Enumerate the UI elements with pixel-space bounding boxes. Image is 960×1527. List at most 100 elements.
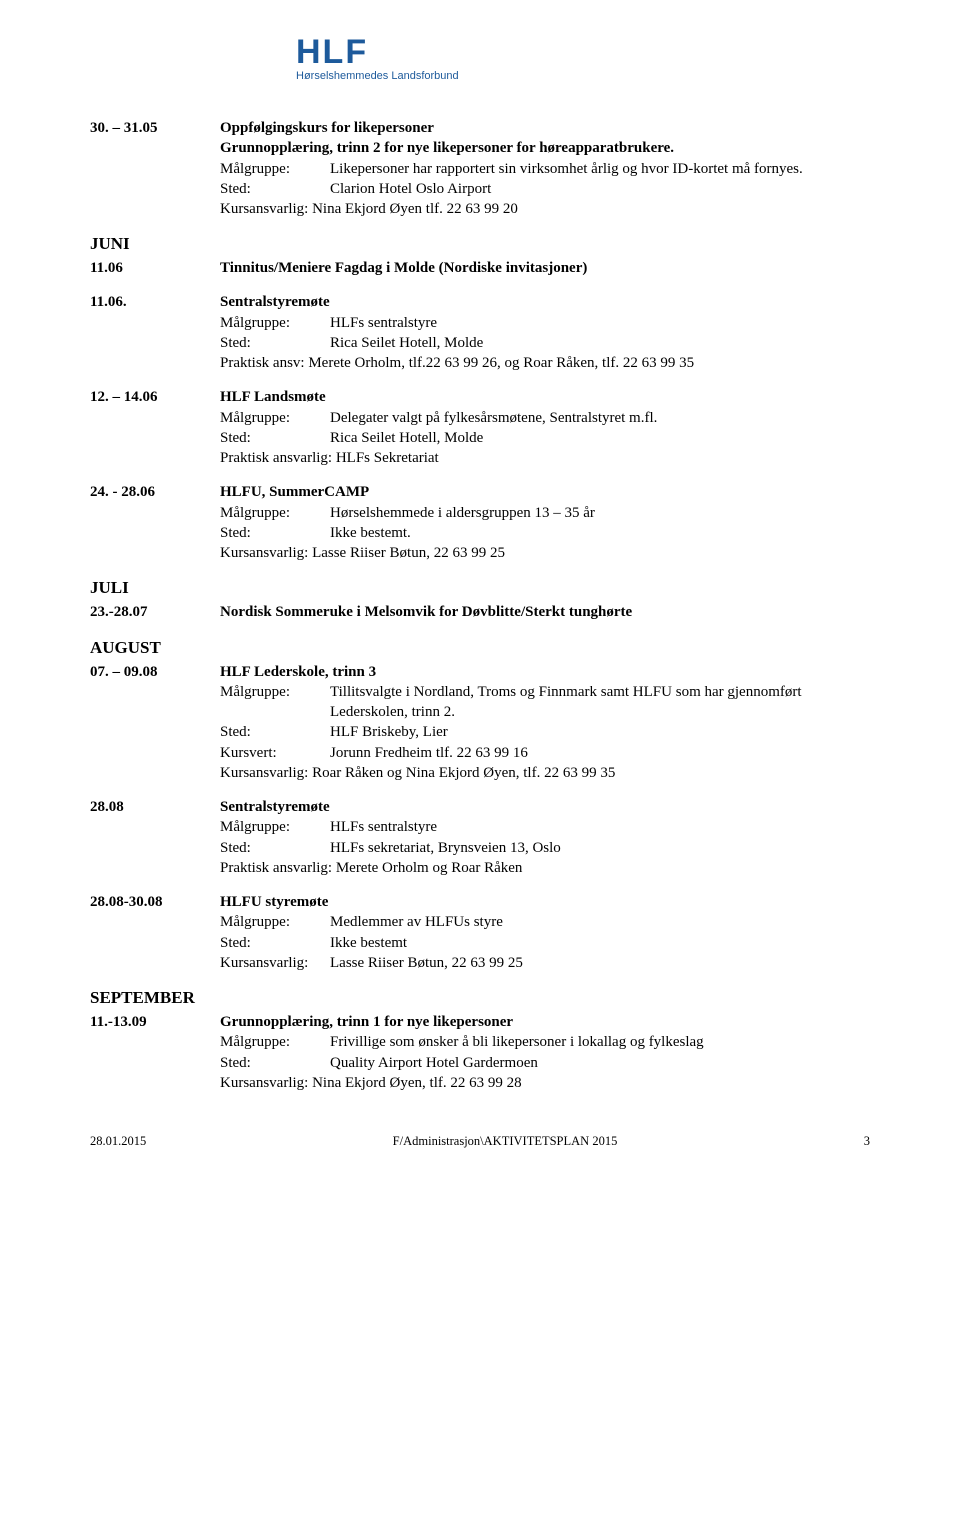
calendar-entry: 24. - 28.06HLFU, SummerCAMPMålgruppe:Hør… xyxy=(90,482,870,563)
calendar-entry: 07. – 09.08HLF Lederskole, trinn 3Målgru… xyxy=(90,662,870,784)
entry-detail-row: Sted:HLF Briskeby, Lier xyxy=(220,722,870,742)
detail-label: Sted: xyxy=(220,179,330,199)
entry-date: 24. - 28.06 xyxy=(90,482,220,563)
entry-date: 07. – 09.08 xyxy=(90,662,220,784)
entry-content: Nordisk Sommeruke i Melsomvik for Døvbli… xyxy=(220,602,870,622)
detail-label: Sted: xyxy=(220,722,330,742)
entry-title: HLF Lederskole, trinn 3 xyxy=(220,662,870,682)
hlf-crescent-icon xyxy=(230,30,288,88)
header-logo: HLF Hørselshemmedes Landsforbund xyxy=(230,30,870,88)
entry-title: Sentralstyremøte xyxy=(220,292,870,312)
detail-value: Rica Seilet Hotell, Molde xyxy=(330,428,870,448)
detail-label: Målgruppe: xyxy=(220,408,330,428)
detail-value: Frivillige som ønsker å bli likepersoner… xyxy=(330,1032,870,1052)
detail-label: Kursansvarlig: xyxy=(220,953,330,973)
detail-value: Tillitsvalgte i Nordland, Troms og Finnm… xyxy=(330,682,870,723)
entry-content: SentralstyremøteMålgruppe:HLFs sentralst… xyxy=(220,292,870,373)
detail-fullline: Kursansvarlig: Nina Ekjord Øyen tlf. 22 … xyxy=(220,199,870,219)
entry-detail-row: Målgruppe:Medlemmer av HLFUs styre xyxy=(220,912,870,932)
detail-label: Målgruppe: xyxy=(220,503,330,523)
detail-label: Kursvert: xyxy=(220,743,330,763)
entry-content: Tinnitus/Meniere Fagdag i Molde (Nordisk… xyxy=(220,258,870,278)
detail-label: Sted: xyxy=(220,333,330,353)
entry-detail-row: Sted:Quality Airport Hotel Gardermoen xyxy=(220,1053,870,1073)
entry-title: Grunnopplæring, trinn 1 for nye likepers… xyxy=(220,1012,870,1032)
detail-label: Målgruppe: xyxy=(220,682,330,723)
entry-date: 28.08-30.08 xyxy=(90,892,220,973)
entry-date: 11.06. xyxy=(90,292,220,373)
detail-value: Ikke bestemt. xyxy=(330,523,870,543)
calendar-entry: 11.06.SentralstyremøteMålgruppe:HLFs sen… xyxy=(90,292,870,373)
detail-label: Sted: xyxy=(220,933,330,953)
detail-label: Målgruppe: xyxy=(220,1032,330,1052)
calendar-entry: 23.-28.07Nordisk Sommeruke i Melsomvik f… xyxy=(90,602,870,622)
footer-date: 28.01.2015 xyxy=(90,1133,146,1150)
entry-detail-row: Sted:Ikke bestemt. xyxy=(220,523,870,543)
detail-value: HLF Briskeby, Lier xyxy=(330,722,870,742)
month-header: JULI xyxy=(90,577,870,600)
detail-value: Rica Seilet Hotell, Molde xyxy=(330,333,870,353)
detail-value: Quality Airport Hotel Gardermoen xyxy=(330,1053,870,1073)
entry-detail-row: Målgruppe:Frivillige som ønsker å bli li… xyxy=(220,1032,870,1052)
entry-content: HLF Lederskole, trinn 3Målgruppe:Tillits… xyxy=(220,662,870,784)
calendar-entry: 28.08-30.08HLFU styremøteMålgruppe:Medle… xyxy=(90,892,870,973)
entry-title: HLFU styremøte xyxy=(220,892,870,912)
detail-label: Sted: xyxy=(220,428,330,448)
entry-date: 12. – 14.06 xyxy=(90,387,220,468)
entry-content: HLFU, SummerCAMPMålgruppe:Hørselshemmede… xyxy=(220,482,870,563)
entry-detail-row: Sted:Rica Seilet Hotell, Molde xyxy=(220,333,870,353)
detail-fullline: Kursansvarlig: Roar Råken og Nina Ekjord… xyxy=(220,763,870,783)
entry-detail-row: Målgruppe:HLFs sentralstyre xyxy=(220,817,870,837)
logo-text: HLF Hørselshemmedes Landsforbund xyxy=(296,35,459,84)
entry-content: HLF LandsmøteMålgruppe:Delegater valgt p… xyxy=(220,387,870,468)
entry-detail-row: Målgruppe:HLFs sentralstyre xyxy=(220,313,870,333)
detail-label: Målgruppe: xyxy=(220,159,330,179)
entry-detail-row: Målgruppe:Tillitsvalgte i Nordland, Trom… xyxy=(220,682,870,723)
footer-page-number: 3 xyxy=(864,1133,870,1150)
detail-label: Sted: xyxy=(220,838,330,858)
entry-detail-row: Målgruppe:Delegater valgt på fylkesårsmø… xyxy=(220,408,870,428)
entry-content: HLFU styremøteMålgruppe:Medlemmer av HLF… xyxy=(220,892,870,973)
detail-label: Sted: xyxy=(220,523,330,543)
month-header: SEPTEMBER xyxy=(90,987,870,1010)
entry-title: HLF Landsmøte xyxy=(220,387,870,407)
entry-detail-row: Sted:HLFs sekretariat, Brynsveien 13, Os… xyxy=(220,838,870,858)
entry-date: 30. – 31.05 xyxy=(90,118,220,219)
detail-value: Lasse Riiser Bøtun, 22 63 99 25 xyxy=(330,953,870,973)
detail-fullline: Kursansvarlig: Nina Ekjord Øyen, tlf. 22… xyxy=(220,1073,870,1093)
detail-value: HLFs sekretariat, Brynsveien 13, Oslo xyxy=(330,838,870,858)
entry-title: HLFU, SummerCAMP xyxy=(220,482,870,502)
entry-title: Tinnitus/Meniere Fagdag i Molde (Nordisk… xyxy=(220,258,870,278)
entry-title: Sentralstyremøte xyxy=(220,797,870,817)
calendar-entry: 12. – 14.06HLF LandsmøteMålgruppe:Delega… xyxy=(90,387,870,468)
detail-value: HLFs sentralstyre xyxy=(330,313,870,333)
detail-value: Delegater valgt på fylkesårsmøtene, Sent… xyxy=(330,408,870,428)
detail-value: Ikke bestemt xyxy=(330,933,870,953)
entry-date: 23.-28.07 xyxy=(90,602,220,622)
detail-label: Sted: xyxy=(220,1053,330,1073)
entry-content: SentralstyremøteMålgruppe:HLFs sentralst… xyxy=(220,797,870,878)
detail-value: Hørselshemmede i aldersgruppen 13 – 35 å… xyxy=(330,503,870,523)
entry-title: Nordisk Sommeruke i Melsomvik for Døvbli… xyxy=(220,602,870,622)
entry-detail-row: Kursvert:Jorunn Fredheim tlf. 22 63 99 1… xyxy=(220,743,870,763)
logo-sub-text: Hørselshemmedes Landsforbund xyxy=(296,69,459,84)
entry-date: 28.08 xyxy=(90,797,220,878)
entry-detail-row: Sted:Clarion Hotel Oslo Airport xyxy=(220,179,870,199)
month-header: JUNI xyxy=(90,233,870,256)
detail-value: HLFs sentralstyre xyxy=(330,817,870,837)
detail-fullline: Praktisk ansvarlig: HLFs Sekretariat xyxy=(220,448,870,468)
entry-subtitle: Grunnopplæring, trinn 2 for nye likepers… xyxy=(220,138,870,158)
page-footer: 28.01.2015 F/Administrasjon\AKTIVITETSPL… xyxy=(90,1133,870,1150)
entry-detail-row: Sted:Ikke bestemt xyxy=(220,933,870,953)
detail-fullline: Praktisk ansvarlig: Merete Orholm og Roa… xyxy=(220,858,870,878)
entry-detail-row: Målgruppe:Hørselshemmede i aldersgruppen… xyxy=(220,503,870,523)
detail-value: Medlemmer av HLFUs styre xyxy=(330,912,870,932)
entry-date: 11.-13.09 xyxy=(90,1012,220,1093)
detail-fullline: Praktisk ansv: Merete Orholm, tlf.22 63 … xyxy=(220,353,870,373)
detail-fullline: Kursansvarlig: Lasse Riiser Bøtun, 22 63… xyxy=(220,543,870,563)
detail-value: Likepersoner har rapportert sin virksomh… xyxy=(330,159,870,179)
entry-detail-row: Målgruppe:Likepersoner har rapportert si… xyxy=(220,159,870,179)
calendar-entry: 28.08SentralstyremøteMålgruppe:HLFs sent… xyxy=(90,797,870,878)
entry-date: 11.06 xyxy=(90,258,220,278)
logo-main-text: HLF xyxy=(296,35,459,69)
